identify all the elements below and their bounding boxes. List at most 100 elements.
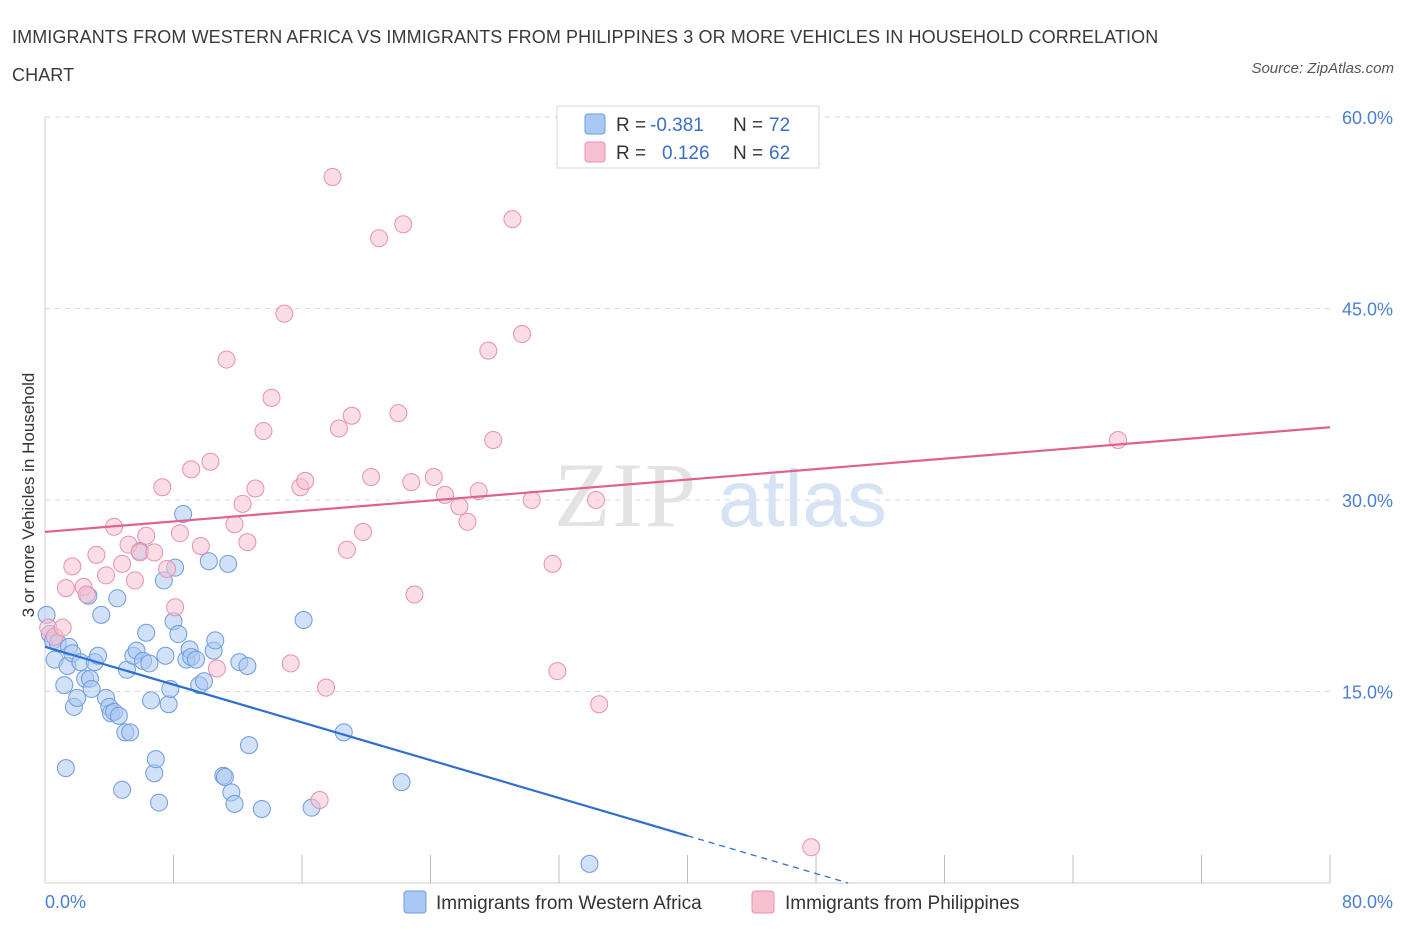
data-point-philippines bbox=[158, 559, 177, 578]
data-point-philippines bbox=[63, 557, 82, 576]
data-point-philippines bbox=[337, 540, 356, 559]
data-point-philippines bbox=[225, 515, 244, 534]
data-point-western-africa bbox=[199, 552, 218, 571]
data-point-philippines bbox=[317, 678, 336, 697]
correlation-legend: R = -0.381 N = 72 R = 0.126 N = 62 bbox=[556, 105, 820, 169]
data-point-philippines bbox=[522, 491, 541, 509]
data-point-philippines bbox=[310, 791, 329, 810]
data-point-philippines bbox=[296, 471, 315, 490]
data-point-philippines bbox=[113, 554, 132, 573]
data-point-philippines bbox=[503, 210, 522, 229]
y-tick-label: 30.0% bbox=[1342, 491, 1393, 511]
data-point-philippines bbox=[543, 554, 562, 573]
data-point-philippines bbox=[97, 566, 116, 585]
data-point-philippines bbox=[802, 838, 821, 857]
data-point-western-africa bbox=[55, 676, 74, 695]
data-point-philippines bbox=[53, 618, 72, 637]
data-point-philippines bbox=[402, 473, 421, 492]
data-point-philippines bbox=[262, 388, 281, 407]
data-point-philippines bbox=[281, 654, 300, 673]
data-point-philippines bbox=[137, 526, 156, 545]
data-point-philippines bbox=[238, 533, 257, 552]
data-point-philippines bbox=[246, 479, 265, 498]
source-note: Source: ZipAtlas.com bbox=[1251, 60, 1394, 77]
data-point-western-africa bbox=[239, 736, 258, 755]
series-pink-points bbox=[39, 168, 1127, 857]
x-tick-label: 80.0% bbox=[1342, 892, 1393, 912]
legend-swatch-blue bbox=[584, 113, 606, 135]
data-point-philippines bbox=[342, 406, 361, 425]
data-point-western-africa bbox=[580, 854, 599, 873]
data-point-philippines bbox=[125, 571, 144, 590]
data-point-philippines bbox=[233, 494, 252, 513]
data-point-philippines bbox=[56, 579, 75, 598]
legend-r-label-blue: R = bbox=[616, 115, 646, 136]
series-blue-points bbox=[37, 505, 599, 873]
trend-line-philippines bbox=[44, 426, 1331, 534]
data-point-philippines bbox=[254, 422, 273, 441]
data-point-philippines bbox=[329, 419, 348, 438]
watermark-atlas: atlas bbox=[718, 454, 887, 543]
y-tick-label: 15.0% bbox=[1342, 683, 1393, 703]
data-point-philippines bbox=[590, 695, 609, 714]
data-point-philippines bbox=[370, 229, 389, 248]
data-point-philippines bbox=[362, 468, 381, 487]
legend-swatch-pink bbox=[584, 141, 606, 163]
data-point-philippines bbox=[275, 304, 294, 323]
data-point-philippines bbox=[479, 341, 498, 360]
data-point-philippines bbox=[389, 404, 408, 423]
trend-line-western-africa-extension bbox=[687, 835, 849, 884]
data-point-western-africa bbox=[252, 799, 271, 818]
data-point-philippines bbox=[586, 491, 605, 509]
legend-n-value-pink: 62 bbox=[769, 143, 790, 164]
data-point-western-africa bbox=[159, 695, 178, 714]
data-point-western-africa bbox=[225, 794, 244, 813]
legend-r-value-blue: -0.381 bbox=[650, 115, 704, 136]
series-legend-swatch-blue bbox=[403, 890, 427, 914]
data-point-western-africa bbox=[195, 672, 214, 691]
data-point-western-africa bbox=[108, 589, 127, 608]
data-point-philippines bbox=[394, 215, 413, 234]
data-point-philippines bbox=[450, 497, 469, 516]
trend-lines bbox=[44, 426, 1331, 884]
data-point-western-africa bbox=[169, 625, 188, 644]
legend-n-label-blue: N = bbox=[733, 115, 763, 136]
data-point-western-africa bbox=[109, 706, 128, 725]
legend-r-value-pink: 0.126 bbox=[662, 143, 710, 164]
gridlines bbox=[45, 116, 1330, 692]
y-tick-labels: 15.0% 30.0% 45.0% 60.0% bbox=[1342, 108, 1393, 703]
data-point-philippines bbox=[323, 168, 342, 187]
data-point-philippines bbox=[424, 468, 443, 487]
data-point-western-africa bbox=[82, 679, 101, 698]
legend-r-label-pink: R = bbox=[616, 143, 646, 164]
series-legend-swatch-pink bbox=[751, 890, 775, 914]
chart-title: IMMIGRANTS FROM WESTERN AFRICA VS IMMIGR… bbox=[12, 27, 1159, 85]
data-point-western-africa bbox=[56, 759, 75, 778]
data-point-western-africa bbox=[68, 688, 87, 707]
data-point-western-africa bbox=[89, 646, 108, 665]
data-point-western-africa bbox=[186, 650, 205, 669]
data-point-western-africa bbox=[294, 611, 313, 630]
y-axis-title: 3 or more Vehicles in Household bbox=[19, 373, 38, 618]
data-point-western-africa bbox=[150, 793, 169, 812]
data-point-philippines bbox=[548, 662, 567, 681]
data-point-philippines bbox=[166, 598, 185, 617]
series-legend-label-blue: Immigrants from Western Africa bbox=[436, 893, 702, 914]
data-point-philippines bbox=[170, 524, 189, 543]
data-point-philippines bbox=[405, 585, 424, 604]
data-point-philippines bbox=[354, 522, 373, 541]
data-point-philippines bbox=[201, 452, 220, 471]
data-point-philippines bbox=[513, 325, 532, 344]
data-point-western-africa bbox=[219, 554, 238, 573]
data-point-philippines bbox=[77, 585, 96, 604]
data-point-western-africa bbox=[140, 654, 159, 673]
data-point-western-africa bbox=[206, 631, 225, 650]
data-point-western-africa bbox=[137, 623, 156, 642]
data-point-philippines bbox=[182, 460, 201, 479]
data-point-philippines bbox=[191, 536, 210, 555]
legend-n-value-blue: 72 bbox=[769, 115, 790, 136]
data-point-western-africa bbox=[156, 646, 175, 665]
data-point-philippines bbox=[217, 350, 236, 369]
data-point-western-africa bbox=[92, 605, 111, 624]
